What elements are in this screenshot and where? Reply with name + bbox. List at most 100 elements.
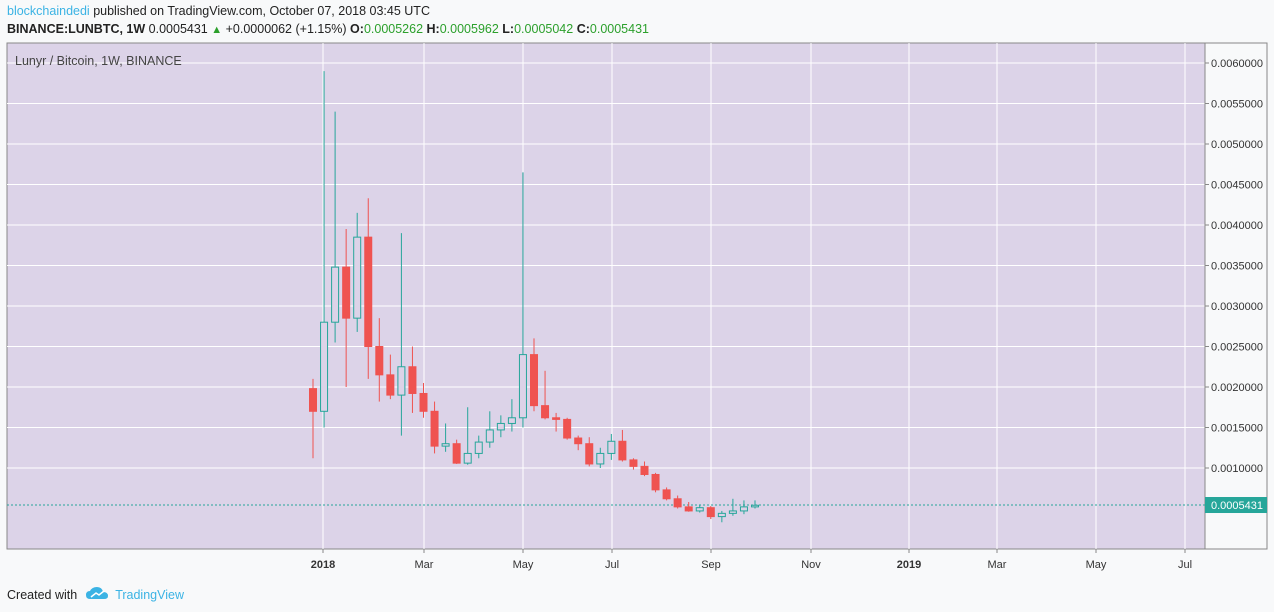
time-tick-label: Nov <box>801 559 821 571</box>
candle-up <box>353 212 362 332</box>
high-label: H: <box>426 22 440 36</box>
ohlc-line: BINANCE:LUNBTC, 1W 0.0005431 ▲ +0.000006… <box>7 22 649 36</box>
candle-up <box>607 433 616 460</box>
open-label: O: <box>350 22 364 36</box>
candle-body <box>541 405 550 419</box>
grid-lines <box>7 43 1205 549</box>
candle-down <box>452 439 461 464</box>
price-tick-label: 0.0030000 <box>1211 301 1263 313</box>
price-axis[interactable] <box>1204 42 1268 550</box>
price-axis-ticks: 0.0010000 0.0015000 0.0020000 0.0025000 0.00… <box>1205 58 1263 475</box>
candle-body <box>717 512 726 518</box>
price-tick-label: 0.0025000 <box>1211 342 1263 354</box>
candle-down <box>552 412 561 432</box>
high-value: 0.0005962 <box>439 22 499 36</box>
candle-body <box>452 443 461 464</box>
candle-body <box>585 443 594 465</box>
low-value: 0.0005042 <box>514 22 574 36</box>
candle-body <box>397 366 406 396</box>
last-value: 0.0005431 <box>148 22 208 36</box>
candle-up <box>496 415 505 438</box>
time-tick-label: Mar <box>988 559 1007 571</box>
author-link[interactable]: blockchaindedi <box>7 4 90 18</box>
candle-body <box>684 506 693 512</box>
candle-body <box>518 354 527 419</box>
candle-body <box>728 510 737 514</box>
published-text: published on TradingView.com, October 07… <box>93 4 430 18</box>
candle-up <box>695 504 704 513</box>
candle-body <box>607 440 616 454</box>
candle-down <box>342 229 351 387</box>
time-tick-label: May <box>1086 559 1107 571</box>
candle-up <box>507 399 516 432</box>
change-value: +0.0000062 (+1.15%) <box>225 22 347 36</box>
publication-line: blockchaindedi published on TradingView.… <box>7 4 430 18</box>
price-tick-label: 0.0050000 <box>1211 139 1263 151</box>
candle-body <box>386 374 395 396</box>
candle-down <box>364 198 373 379</box>
candle-down <box>706 506 715 520</box>
candle-up <box>596 447 605 468</box>
time-tick-label: Mar <box>415 559 434 571</box>
chart-title: Lunyr / Bitcoin, 1W, BINANCE <box>15 54 182 68</box>
candle-body <box>353 236 362 319</box>
candle-down <box>585 437 594 467</box>
candle-body <box>364 236 373 347</box>
open-value: 0.0005262 <box>363 22 424 36</box>
candles <box>309 71 759 523</box>
candle-body <box>419 392 428 412</box>
time-tick-label: May <box>513 559 534 571</box>
last-price-label: 0.0005431 <box>1211 500 1263 512</box>
candle-body <box>430 410 439 447</box>
price-tick-label: 0.0010000 <box>1211 463 1263 475</box>
time-tick-label: Jul <box>1178 559 1192 571</box>
candle-down <box>684 502 693 512</box>
candle-body <box>563 418 572 439</box>
time-axis-ticks: 2018 Mar May Jul Sep Nov 2019 Mar May Jul <box>311 549 1192 571</box>
tradingview-brand-link[interactable]: TradingView <box>115 587 184 602</box>
candle-body <box>596 452 605 465</box>
candle-up <box>474 435 483 459</box>
candle-body <box>485 429 494 443</box>
candle-down <box>651 472 660 493</box>
candle-body <box>706 507 715 518</box>
candle-up <box>331 111 340 343</box>
candle-down <box>673 495 682 509</box>
candle-body <box>408 366 417 394</box>
up-triangle-icon: ▲ <box>211 24 223 36</box>
candle-up <box>728 498 737 516</box>
candle-up <box>751 500 759 509</box>
candle-body <box>751 504 759 508</box>
plot-area[interactable] <box>6 42 1206 550</box>
candle-body <box>629 459 638 467</box>
candle-body <box>342 266 351 319</box>
candle-up <box>518 172 527 428</box>
candle-body <box>309 388 317 412</box>
candle-body <box>474 441 483 454</box>
price-tick-label: 0.0015000 <box>1211 423 1263 435</box>
candle-down <box>541 370 550 420</box>
low-label: L: <box>502 22 515 36</box>
symbol-label: BINANCE:LUNBTC, 1W <box>7 22 146 36</box>
tradingview-cloud-icon <box>85 586 109 603</box>
candle-down <box>629 458 638 470</box>
candle-down <box>662 487 671 501</box>
footer: Created with TradingView <box>7 586 184 603</box>
candle-body <box>574 437 583 445</box>
last-price-marker <box>1205 497 1267 514</box>
candle-body <box>673 498 682 508</box>
price-tick-label: 0.0040000 <box>1211 220 1263 232</box>
candle-body <box>331 266 340 323</box>
candle-down <box>419 382 428 418</box>
price-tick-label: 0.0035000 <box>1211 261 1263 273</box>
close-label: C: <box>576 22 590 36</box>
candle-body <box>552 417 561 420</box>
candle-down <box>618 429 627 462</box>
close-value: 0.0005431 <box>589 22 649 36</box>
candle-body <box>739 506 748 512</box>
price-tick-label: 0.0055000 <box>1211 99 1263 111</box>
candle-body <box>441 443 450 447</box>
candle-down <box>640 461 649 477</box>
candle-up <box>717 510 726 523</box>
